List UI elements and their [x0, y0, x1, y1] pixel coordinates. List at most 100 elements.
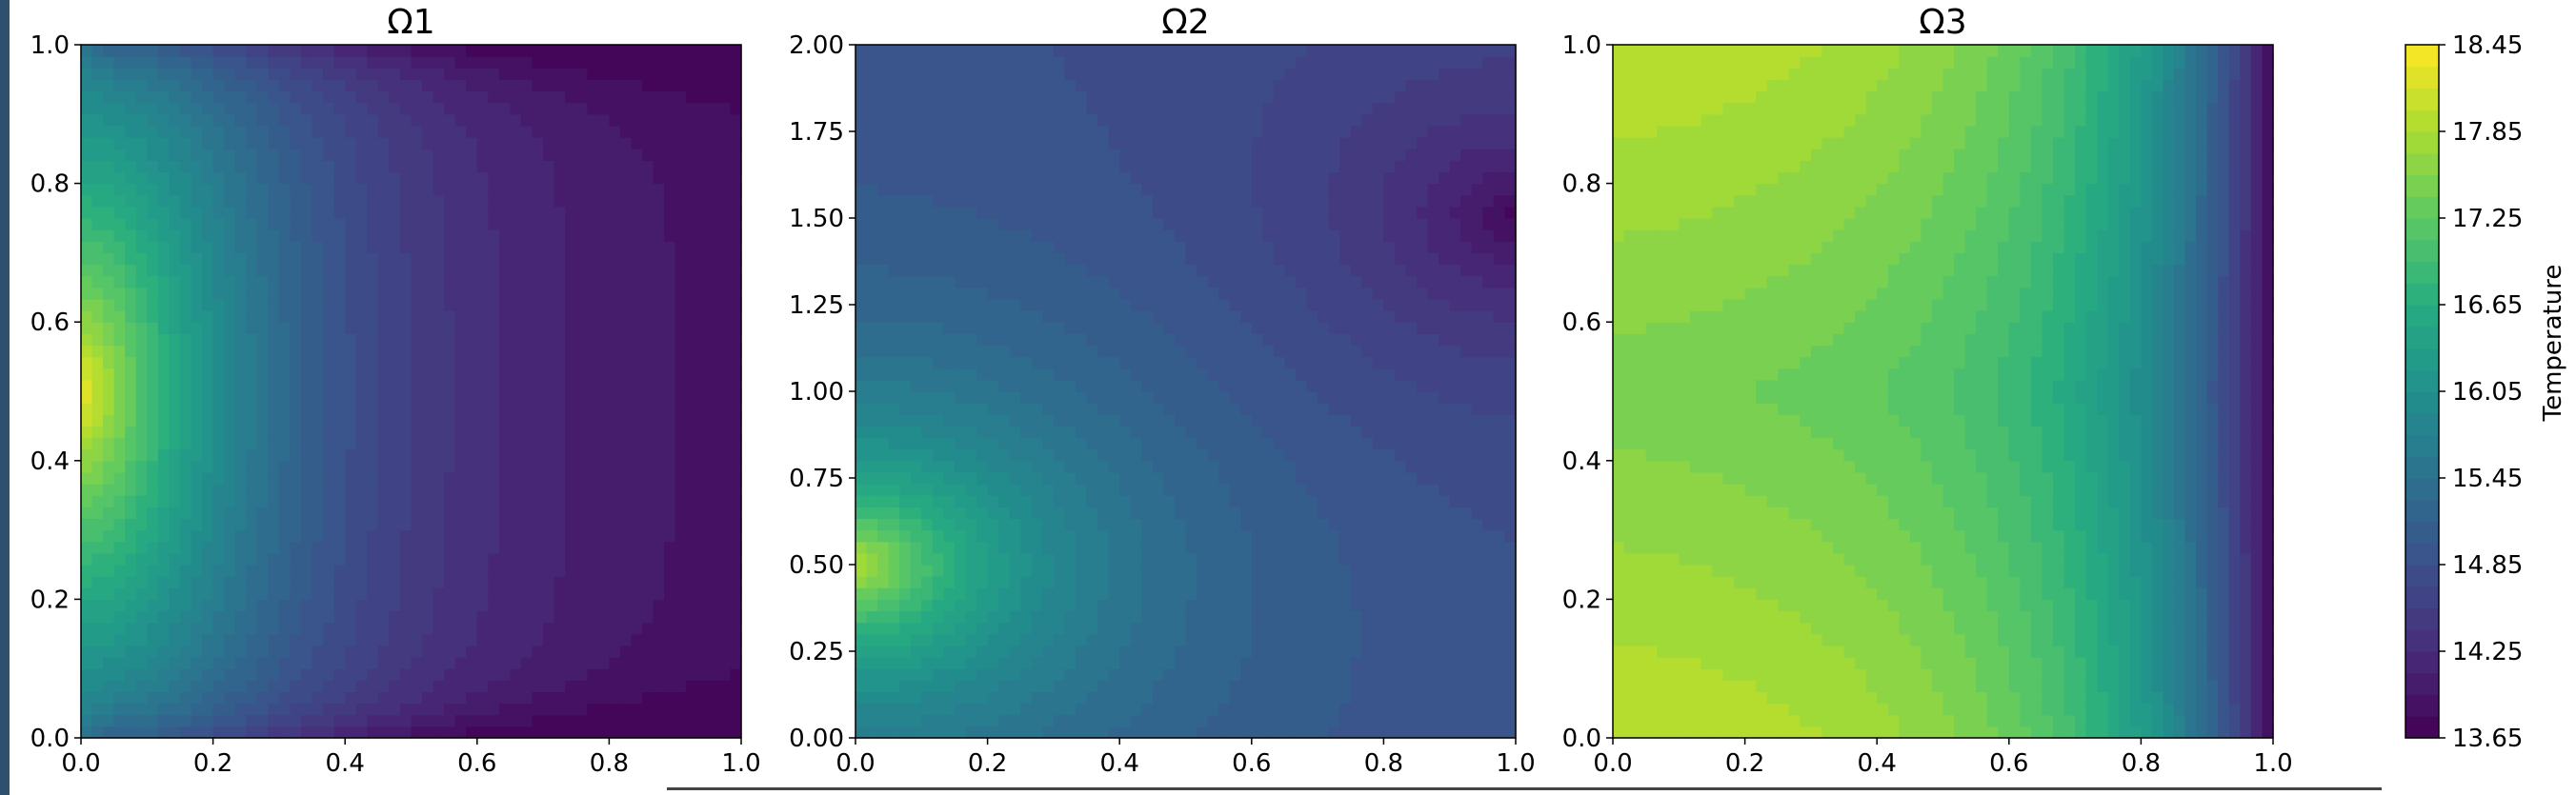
heatmap-cell	[631, 229, 643, 242]
heatmap-cell	[932, 194, 944, 208]
heatmap-cell	[224, 541, 236, 554]
heatmap-cell	[910, 183, 922, 196]
heatmap-cell	[565, 229, 577, 242]
heatmap-cell	[103, 194, 115, 208]
heatmap-cell	[664, 541, 676, 554]
heatmap-cell	[290, 426, 302, 439]
heatmap-cell	[686, 484, 698, 496]
heatmap-cell	[910, 657, 922, 669]
heatmap-cell	[1064, 345, 1077, 358]
heatmap-cell	[932, 437, 944, 450]
heatmap-cell	[642, 68, 654, 80]
heatmap-cell	[355, 298, 368, 311]
heatmap-cell	[191, 160, 203, 173]
heatmap-cell	[113, 79, 126, 92]
heatmap-cell	[1053, 90, 1066, 104]
heatmap-cell	[686, 102, 698, 115]
heatmap-cell	[543, 171, 555, 185]
heatmap-cell	[91, 252, 104, 266]
heatmap-cell	[278, 275, 292, 288]
heatmap-cell	[212, 680, 225, 693]
heatmap-cell	[377, 68, 390, 80]
heatmap-cell	[899, 322, 912, 334]
heatmap-cell	[433, 495, 445, 507]
heatmap-cell	[954, 45, 967, 57]
heatmap-cell	[1042, 333, 1055, 347]
heatmap-cell	[81, 437, 93, 450]
heatmap-cell	[256, 56, 269, 69]
heatmap-cell	[619, 333, 633, 347]
heatmap-cell	[921, 657, 934, 669]
heatmap-cell	[718, 529, 732, 543]
heatmap-cell	[212, 183, 225, 196]
heatmap-cell	[323, 356, 335, 369]
heatmap-cell	[191, 356, 203, 369]
heatmap-cell	[1053, 552, 1066, 566]
heatmap-cell	[1097, 229, 1110, 242]
heatmap-cell	[498, 345, 512, 358]
heatmap-cell	[488, 56, 500, 69]
heatmap-cell	[179, 541, 192, 554]
heatmap-cell	[411, 56, 423, 69]
heatmap-cell	[619, 160, 633, 173]
heatmap-cell	[157, 448, 170, 462]
heatmap-cell	[532, 79, 544, 92]
heatmap-cell	[696, 229, 709, 242]
heatmap-cell	[674, 322, 687, 334]
heatmap-cell	[855, 287, 868, 300]
heatmap-cell	[488, 356, 500, 369]
heatmap-cell	[377, 507, 390, 520]
heatmap-cell	[256, 379, 269, 392]
heatmap-cell	[202, 622, 214, 635]
heatmap-cell	[1097, 471, 1110, 485]
heatmap-cell	[498, 610, 512, 624]
heatmap-cell	[81, 68, 93, 80]
heatmap-cell	[921, 391, 934, 404]
heatmap-cell	[224, 565, 236, 577]
heatmap-cell	[664, 149, 676, 161]
heatmap-cell	[135, 345, 148, 358]
heatmap-cell	[466, 495, 478, 507]
heatmap-cell	[510, 714, 522, 727]
heatmap-cell	[877, 68, 890, 80]
heatmap-cell	[1020, 691, 1033, 705]
heatmap-cell	[179, 45, 192, 57]
heatmap-cell	[987, 714, 999, 727]
heatmap-cell	[866, 507, 878, 520]
heatmap-cell	[147, 310, 159, 323]
heatmap-cell	[708, 45, 720, 57]
heatmap-cell	[333, 206, 346, 219]
heatmap-cell	[1064, 90, 1077, 104]
heatmap-cell	[976, 183, 989, 196]
heatmap-cell	[1009, 622, 1021, 635]
heatmap-cell	[399, 56, 413, 69]
heatmap-cell	[212, 565, 225, 577]
heatmap-cell	[345, 310, 357, 323]
y-tick-label: 0.4	[30, 447, 70, 476]
heatmap-cell	[674, 414, 687, 427]
heatmap-cell	[965, 252, 977, 266]
heatmap-cell	[246, 149, 258, 161]
heatmap-cell	[345, 391, 357, 404]
heatmap-cell	[422, 471, 434, 485]
heatmap-cell	[609, 725, 621, 739]
heatmap-cell	[113, 241, 126, 253]
heatmap-cell	[855, 541, 868, 554]
heatmap-cell	[147, 68, 159, 80]
heatmap-cell	[532, 229, 544, 242]
heatmap-cell	[466, 79, 478, 92]
heatmap-cell	[246, 68, 258, 80]
heatmap-cell	[965, 241, 977, 253]
heatmap-cell	[377, 403, 390, 415]
heatmap-cell	[565, 703, 577, 716]
heatmap-cell	[246, 322, 258, 334]
heatmap-cell	[476, 437, 489, 450]
heatmap-cell	[278, 403, 292, 415]
heatmap-cell	[587, 471, 599, 485]
heatmap-cell	[653, 587, 665, 600]
heatmap-cell	[256, 160, 269, 173]
heatmap-cell	[444, 149, 456, 161]
heatmap-cell	[191, 137, 203, 149]
heatmap-cell	[597, 229, 610, 242]
heatmap-cell	[268, 379, 280, 392]
